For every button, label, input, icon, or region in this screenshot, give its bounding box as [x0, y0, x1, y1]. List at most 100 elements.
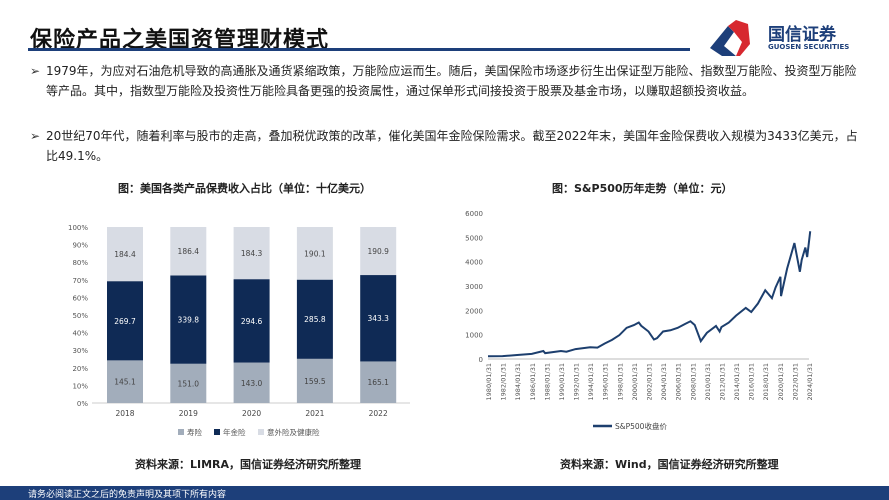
bar-segment — [107, 360, 143, 403]
legend-swatch — [258, 429, 264, 435]
x-tick-label: 2020 — [242, 409, 261, 418]
x-tick-label: 1984/01/31 — [514, 363, 522, 400]
bullet-paragraph: ➢ 1979年，为应对石油危机导致的高通胀及通货紧缩政策，万能险应运而生。随后，美… — [30, 61, 860, 101]
data-label: 285.8 — [304, 315, 326, 324]
y-tick-label: 60% — [72, 294, 88, 302]
x-tick-label: 1990/01/31 — [558, 363, 566, 400]
y-tick-label: 20% — [72, 365, 88, 373]
data-label: 343.3 — [367, 314, 389, 323]
x-tick-label: 1994/01/31 — [587, 363, 595, 400]
bar-segment — [360, 275, 397, 362]
x-tick-label: 2002/01/31 — [646, 363, 654, 400]
data-label: 159.5 — [304, 377, 326, 386]
x-tick-label: 2022/01/31 — [791, 363, 799, 400]
bar-segment — [233, 279, 270, 363]
footer-bar: 请务必阅读正文之后的免责声明及其项下所有内容 — [0, 486, 889, 500]
data-label: 339.8 — [178, 316, 200, 325]
bar-segment — [170, 227, 207, 276]
bar-segment — [233, 227, 270, 280]
y-tick-label: 30% — [72, 347, 88, 355]
x-tick-label: 2012/01/31 — [718, 363, 726, 400]
title-rule — [28, 48, 690, 51]
legend-label: S&P500收盘价 — [615, 421, 667, 431]
bar-segment — [360, 227, 397, 276]
y-tick-label: 0 — [479, 356, 483, 364]
arrow-right-icon: ➢ — [30, 129, 41, 143]
bar-segment — [233, 362, 270, 403]
data-label: 269.7 — [114, 317, 136, 326]
bar-segment — [296, 358, 333, 403]
x-tick-label: 1992/01/31 — [573, 363, 581, 400]
x-tick-label: 1998/01/31 — [616, 363, 624, 400]
legend-label: 寿险 — [187, 427, 202, 437]
bar-segment — [107, 227, 143, 282]
x-tick-label: 2000/01/31 — [631, 363, 639, 400]
x-tick-label: 1986/01/31 — [529, 363, 537, 400]
right-chart-source: 资料来源：Wind，国信证券经济研究所整理 — [560, 458, 779, 471]
y-tick-label: 50% — [72, 312, 88, 320]
x-tick-label: 2014/01/31 — [733, 363, 741, 400]
x-tick-label: 1982/01/31 — [500, 363, 508, 400]
x-tick-label: 1988/01/31 — [543, 363, 551, 400]
x-tick-label: 1980/01/31 — [485, 363, 493, 400]
guosen-logo-icon — [710, 20, 750, 56]
y-tick-label: 6000 — [465, 210, 483, 218]
bar-segment — [107, 281, 143, 361]
sp500-line — [487, 231, 812, 358]
x-tick-label: 2018 — [115, 409, 134, 418]
left-chart-caption: 图：美国各类产品保费收入占比（单位：十亿美元） — [118, 182, 371, 195]
y-tick-label: 80% — [72, 259, 88, 267]
data-label: 190.9 — [367, 247, 389, 256]
x-tick-label: 2016/01/31 — [748, 363, 756, 400]
x-tick-label: 2021 — [305, 409, 324, 418]
bar-segment — [170, 363, 207, 403]
y-tick-label: 5000 — [465, 234, 483, 242]
y-tick-label: 10% — [72, 382, 88, 390]
y-tick-label: 0% — [77, 400, 88, 408]
x-tick-label: 2020/01/31 — [777, 363, 785, 400]
y-tick-label: 2000 — [465, 307, 483, 315]
y-tick-label: 90% — [72, 242, 88, 250]
data-label: 151.0 — [178, 379, 200, 388]
left-chart-source: 资料来源：LIMRA，国信证券经济研究所整理 — [135, 458, 362, 471]
y-tick-label: 40% — [72, 330, 88, 338]
legend-label: 意外险及健康险 — [267, 427, 320, 437]
x-tick-label: 2018/01/31 — [762, 363, 770, 400]
legend-label: 年金险 — [223, 427, 246, 437]
y-tick-label: 100% — [68, 224, 88, 232]
bar-segment — [296, 279, 333, 359]
data-label: 184.3 — [241, 249, 263, 258]
y-tick-label: 1000 — [465, 332, 483, 340]
data-label: 294.6 — [241, 317, 263, 326]
x-tick-label: 2006/01/31 — [675, 363, 683, 400]
y-tick-label: 4000 — [465, 259, 483, 267]
data-label: 186.4 — [178, 247, 200, 256]
data-label: 165.1 — [367, 378, 389, 387]
disclaimer: 请务必阅读正文之后的免责声明及其项下所有内容 — [28, 490, 227, 500]
bar-segment — [360, 361, 397, 403]
right-chart-caption: 图：S&P500历年走势（单位：元） — [552, 182, 733, 195]
sp500-line-chart: 0 1000 2000 3000 4000 5000 6000 1980/01/31 1982/… — [465, 210, 814, 431]
data-label: 190.1 — [304, 249, 326, 258]
x-tick-label: 2010/01/31 — [704, 363, 712, 400]
logo-text: 国信证券 — [768, 25, 836, 45]
bullet-paragraph: ➢ 20世纪70年代，随着利率与股市的走高，叠加税优政策的改革，催化美国年金险保险… — [30, 126, 860, 166]
x-tick-label: 2024/01/31 — [806, 363, 814, 400]
x-tick-label: 2004/01/31 — [660, 363, 668, 400]
x-tick-label: 2008/01/31 — [689, 363, 697, 400]
y-tick-label: 3000 — [465, 283, 483, 291]
x-tick-label: 2022 — [369, 409, 388, 418]
x-tick-label: 2019 — [179, 409, 198, 418]
data-label: 143.0 — [241, 379, 263, 388]
legend-swatch — [178, 429, 184, 435]
arrow-right-icon: ➢ — [30, 64, 41, 78]
data-label: 145.1 — [114, 378, 136, 387]
bar-segment — [296, 227, 333, 280]
data-label: 184.4 — [114, 250, 136, 259]
bar-segment — [170, 275, 207, 364]
y-tick-label: 70% — [72, 277, 88, 285]
premium-share-bar-chart: 0% 10% 20% 30% 40% 50% 60% 70% 80% 90% 100% 145.1 26… — [68, 224, 410, 437]
logo-subtext: GUOSEN SECURITIES — [768, 43, 850, 51]
x-tick-label: 1996/01/31 — [602, 363, 610, 400]
legend-swatch — [214, 429, 220, 435]
